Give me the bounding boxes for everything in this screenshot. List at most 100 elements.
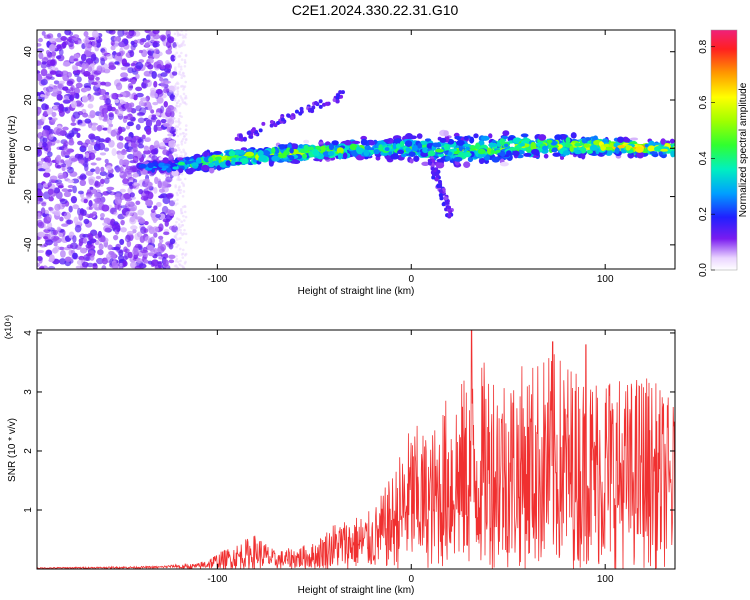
- noise-edge-cell: [180, 76, 184, 80]
- band-cell: [292, 159, 301, 164]
- noise-cell: [110, 92, 118, 100]
- band-cell: [463, 135, 469, 141]
- noise-cell: [44, 155, 52, 164]
- noise-edge-cell: [177, 226, 181, 229]
- noise-cell: [147, 252, 155, 257]
- y-tick-label: 0: [23, 145, 34, 151]
- noise-edge-cell: [179, 102, 182, 106]
- band-cell: [552, 152, 561, 157]
- noise-cell: [158, 238, 164, 244]
- noise-cell: [116, 142, 124, 150]
- noise-cell: [61, 223, 69, 227]
- noise-cell: [62, 71, 68, 77]
- noise-edge-cell: [183, 74, 186, 78]
- lower-spike-cell: [431, 175, 436, 180]
- noise-cell: [37, 212, 41, 217]
- noise-edge-cell: [174, 242, 178, 245]
- band-cell: [509, 147, 518, 151]
- noise-cell: [37, 182, 44, 191]
- lower-spike-cell: [447, 213, 452, 218]
- noise-cell: [146, 48, 155, 52]
- noise-edge-cell: [177, 117, 181, 121]
- noise-cell: [51, 111, 57, 118]
- band-cell: [636, 151, 645, 159]
- noise-cell: [168, 153, 173, 162]
- noise-cell: [60, 36, 67, 42]
- noise-cell: [122, 260, 128, 267]
- noise-cell: [145, 199, 154, 207]
- noise-cell: [37, 107, 42, 115]
- band-cell: [506, 150, 512, 157]
- noise-edge-cell: [183, 177, 187, 181]
- noise-edge-cell: [184, 33, 188, 36]
- noise-cell: [137, 244, 143, 249]
- noise-edge-cell: [180, 73, 183, 77]
- noise-cell: [119, 238, 125, 246]
- noise-cell: [95, 175, 102, 180]
- noise-edge-cell: [181, 252, 185, 256]
- noise-cell: [103, 217, 111, 224]
- noise-cell: [110, 40, 115, 46]
- noise-cell: [45, 86, 54, 93]
- noise-cell: [102, 222, 108, 226]
- noise-edge-cell: [177, 218, 181, 221]
- noise-cell: [37, 70, 41, 74]
- noise-cell: [139, 235, 145, 243]
- noise-cell: [147, 63, 154, 70]
- noise-cell: [129, 192, 135, 198]
- band-cell: [531, 148, 540, 155]
- band-cell: [669, 138, 675, 144]
- noise-edge-cell: [180, 181, 184, 185]
- band-cell: [499, 161, 509, 167]
- band-cell: [453, 156, 463, 162]
- noise-edge-cell: [179, 228, 182, 232]
- band-cell: [495, 149, 501, 153]
- band-cell: [475, 142, 481, 150]
- noise-cell: [37, 42, 42, 47]
- noise-cell: [66, 80, 74, 87]
- noise-cell: [113, 246, 121, 251]
- noise-cell: [153, 80, 158, 88]
- noise-edge-cell: [183, 60, 187, 64]
- noise-cell: [156, 96, 164, 104]
- band-cell: [225, 160, 231, 167]
- noise-cell: [37, 191, 44, 198]
- noise-cell: [123, 38, 129, 45]
- noise-cell: [52, 229, 58, 236]
- noise-cell: [96, 257, 104, 265]
- noise-cell: [87, 74, 95, 81]
- noise-cell: [126, 230, 134, 236]
- band-cell: [530, 141, 536, 149]
- noise-cell: [42, 125, 51, 131]
- noise-cell: [111, 148, 117, 157]
- band-cell: [478, 157, 485, 165]
- band-cell: [161, 165, 169, 169]
- band-cell: [586, 149, 593, 154]
- noise-edge-cell: [177, 176, 180, 179]
- noise-edge-cell: [181, 194, 185, 198]
- noise-cell: [117, 126, 123, 135]
- noise-cell: [100, 235, 106, 243]
- band-cell: [589, 144, 598, 151]
- band-cell: [303, 144, 309, 152]
- noise-cell: [61, 163, 67, 168]
- band-cell: [609, 142, 614, 148]
- band-cell: [392, 143, 397, 150]
- noise-cell: [158, 223, 164, 232]
- band-cell: [240, 158, 249, 164]
- upper-streak-cell: [234, 136, 239, 141]
- noise-cell: [58, 109, 65, 117]
- noise-cell: [91, 81, 98, 86]
- noise-cell: [91, 125, 98, 131]
- noise-cell: [61, 165, 66, 172]
- noise-edge-cell: [183, 85, 187, 88]
- noise-edge-cell: [181, 223, 184, 227]
- noise-cell: [145, 137, 152, 142]
- noise-cell: [108, 139, 115, 148]
- noise-cell: [60, 159, 65, 164]
- noise-cell: [125, 125, 131, 130]
- band-cell: [231, 157, 237, 162]
- band-cell: [375, 155, 381, 161]
- band-cell: [670, 150, 675, 158]
- noise-cell: [132, 173, 139, 178]
